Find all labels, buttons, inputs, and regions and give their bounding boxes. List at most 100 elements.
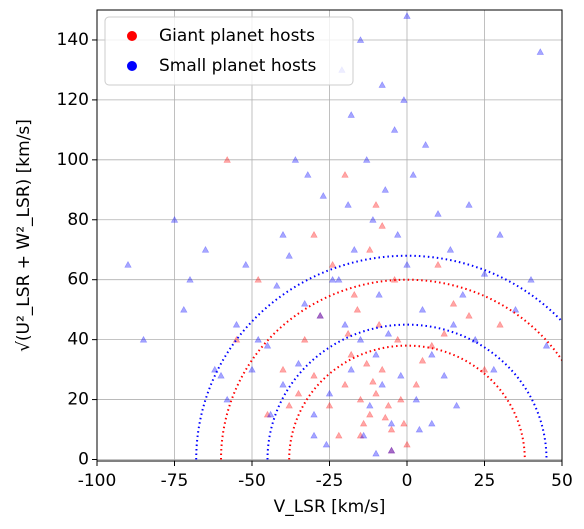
velocity-curve (220, 278, 562, 460)
scatter-point (375, 320, 383, 328)
scatter-point (480, 269, 489, 277)
scatter-point (384, 329, 393, 337)
scatter-point (400, 419, 408, 427)
scatter-point (180, 305, 188, 313)
legend-marker (127, 31, 137, 41)
scatter-point (285, 401, 293, 409)
scatter-point (397, 371, 405, 379)
scatter-point (412, 395, 421, 403)
scatter-point (390, 126, 399, 133)
scatter-point (279, 380, 287, 388)
legend-label: Small planet hosts (159, 56, 317, 76)
scatter-point (378, 365, 386, 373)
scatter-point (403, 12, 411, 19)
scatter-point (434, 209, 442, 217)
scatter-point (300, 299, 309, 307)
legend-box (104, 16, 354, 86)
scatter-point (350, 290, 359, 298)
scatter-point (372, 389, 380, 397)
scatter-point (139, 335, 148, 343)
scatter-point (449, 320, 458, 328)
scatter-point (440, 371, 448, 379)
scatter-point (387, 419, 396, 427)
scatter-point (347, 350, 355, 358)
scatter-point (496, 320, 504, 328)
scatter-point (378, 380, 386, 388)
scatter-point (347, 365, 355, 373)
legend-label: Giant planet hosts (159, 26, 315, 46)
scatter-point (316, 311, 324, 319)
scatter-point (347, 111, 355, 118)
scatter-point (480, 365, 489, 373)
scatter-point (263, 410, 272, 418)
scatter-point (428, 350, 436, 358)
scatter-point (384, 401, 393, 409)
scatter-point (310, 230, 318, 238)
scatter-point (366, 401, 374, 409)
scatter-point (459, 290, 467, 298)
scatter-point (211, 365, 219, 373)
scatter-point (254, 335, 262, 343)
scatter-point (446, 245, 455, 253)
scatter-point (232, 320, 241, 328)
scatter-point (369, 215, 377, 223)
scatter-point (217, 371, 225, 379)
x-tick-label: -25 (316, 471, 344, 491)
scatter-point (449, 299, 458, 307)
scatter-point (415, 425, 424, 433)
x-tick-label: 0 (402, 471, 413, 491)
scatter-point (335, 431, 343, 439)
scatter-point (356, 395, 365, 403)
scatter-point (409, 170, 417, 178)
scatter-point (304, 170, 312, 178)
scatter-point (403, 260, 411, 268)
scatter-point (393, 335, 402, 343)
y-tick-label: 80 (67, 210, 89, 230)
y-tick-label: 0 (78, 450, 89, 470)
scatter-point (542, 341, 551, 349)
scatter-point (310, 410, 318, 418)
ticks: -100 -75 -50 -25 0 25 50 0 20 40 60 80 100 120 140 (57, 30, 573, 491)
scatter-point (452, 401, 461, 409)
scatter-point (536, 48, 545, 55)
scatter-point (428, 419, 436, 427)
scatter-point (294, 359, 303, 367)
scatter-point (341, 170, 349, 178)
scatter-point (300, 335, 309, 343)
scatter-point (465, 200, 473, 208)
scatter-point (372, 350, 380, 358)
scatter-point (328, 275, 337, 283)
scatter-point (356, 335, 365, 343)
scatter-point (400, 96, 408, 103)
scatter-point (527, 275, 535, 283)
scatter-point (366, 410, 374, 418)
scatter-point (387, 446, 396, 454)
scatter-point (170, 215, 179, 223)
scatter-point (362, 359, 371, 367)
x-tick-label: -75 (161, 471, 189, 491)
scatter-point (344, 200, 352, 208)
velocity-curve (288, 344, 526, 460)
scatter-point (369, 377, 377, 385)
scatter-point (322, 440, 331, 448)
scatter-point (387, 446, 396, 454)
legend-marker (127, 61, 137, 71)
y-tick-label: 140 (57, 30, 89, 50)
scatter-point (381, 413, 390, 421)
scatter-point (344, 329, 352, 337)
scatter-point (316, 311, 324, 319)
scatter-point (353, 305, 362, 313)
scatter-point (381, 185, 390, 193)
scatter-point (291, 156, 300, 163)
scatter-point (310, 431, 318, 439)
scatter-point (279, 365, 287, 373)
scatter-point (266, 410, 275, 418)
y-tick-label: 60 (67, 270, 89, 290)
scatter-point (341, 380, 349, 388)
x-tick-label: -50 (238, 471, 266, 491)
x-axis-label: V_LSR [km/s] (274, 497, 386, 517)
scatter-point (403, 440, 411, 448)
scatter-point (412, 380, 421, 388)
y-tick-label: 40 (67, 330, 89, 350)
